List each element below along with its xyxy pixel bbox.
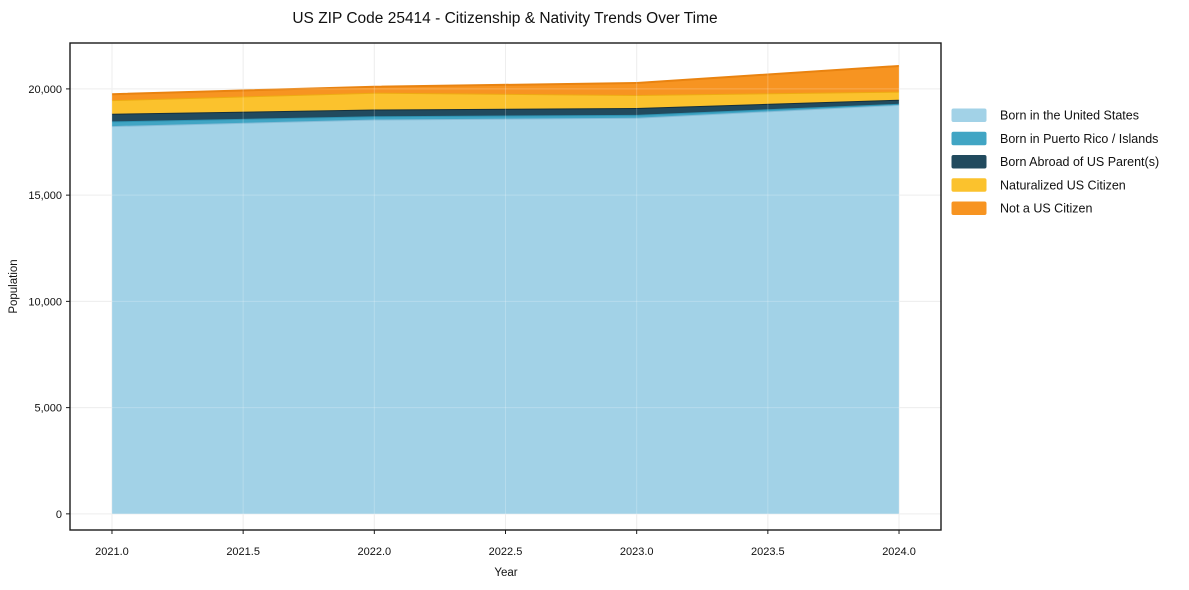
legend-swatch	[951, 131, 987, 146]
legend-swatch	[951, 178, 987, 192]
legend-swatch	[951, 108, 987, 122]
legend-swatch	[951, 201, 987, 215]
area-series-2	[111, 99, 900, 122]
legend-item: Naturalized US Citizen	[951, 178, 1126, 192]
y-tick-label: 20,000	[28, 84, 62, 96]
legend-item: Born in Puerto Rico / Islands	[951, 131, 1158, 146]
area-series-1	[111, 103, 900, 127]
legend-swatch	[951, 155, 987, 169]
legend-label: Born in the United States	[1000, 109, 1139, 123]
area-line-series-3	[111, 90, 900, 102]
y-tick-label: 15,000	[28, 190, 62, 202]
y-tick-label: 0	[56, 509, 62, 521]
x-tick-label: 2023.5	[751, 546, 785, 558]
y-tick-label: 10,000	[28, 296, 62, 308]
chart-title: US ZIP Code 25414 - Citizenship & Nativi…	[292, 10, 717, 27]
area-series-0	[111, 104, 900, 514]
y-tick-label: 5,000	[34, 403, 62, 415]
legend-label: Naturalized US Citizen	[1000, 178, 1126, 192]
legend-item: Born in the United States	[951, 108, 1139, 123]
area-series-4	[111, 65, 900, 101]
legend-label: Born Abroad of US Parent(s)	[1000, 155, 1159, 169]
legend-label: Born in Puerto Rico / Islands	[1000, 132, 1158, 146]
x-tick-label: 2021.0	[95, 546, 129, 558]
legend: Born in the United States Born in Puerto…	[951, 108, 1159, 216]
area-series-3	[111, 91, 900, 114]
x-tick-label: 2021.5	[226, 546, 260, 558]
legend-label: Not a US Citizen	[1000, 202, 1092, 216]
x-tick-label: 2022.5	[489, 546, 523, 558]
y-axis-label: Population	[8, 259, 20, 313]
legend-item: Not a US Citizen	[951, 201, 1092, 216]
area-line-series-4	[111, 64, 900, 96]
x-axis-label: Year	[494, 567, 517, 579]
x-tick-label: 2024.0	[882, 546, 916, 558]
plot-area: 2021.0 2021.5 2022.0 2022.5 2023.0 2023.5 2024…	[28, 42, 942, 558]
x-tick-label: 2022.0	[357, 546, 391, 558]
legend-item: Born Abroad of US Parent(s)	[951, 155, 1159, 169]
x-tick-label: 2023.0	[620, 546, 654, 558]
